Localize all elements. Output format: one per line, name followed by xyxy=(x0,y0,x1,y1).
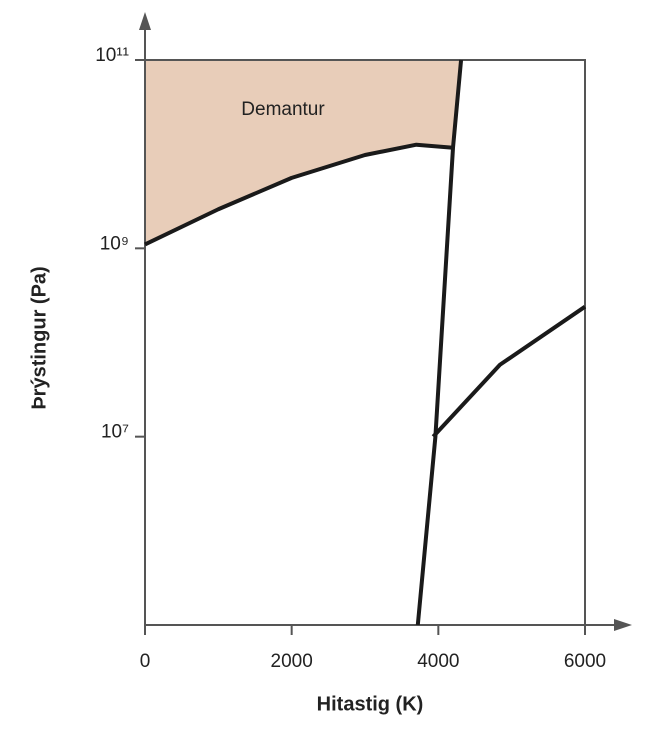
boundary-line xyxy=(144,142,454,247)
x-tick-label: 6000 xyxy=(564,651,606,672)
y-tick-label: 10⁹ xyxy=(100,233,129,254)
region xyxy=(145,60,462,245)
x-arrow xyxy=(614,619,632,631)
x-axis-label: Hitastig (K) xyxy=(317,693,424,715)
annotation: Demantur xyxy=(241,99,325,120)
x-tick-label: 4000 xyxy=(417,651,459,672)
y-axis-label: Þrýstingur (Pa) xyxy=(28,266,50,409)
x-tick-label: 0 xyxy=(140,651,151,672)
y-tick-label: 10¹¹ xyxy=(95,45,129,66)
y-tick-label: 10⁷ xyxy=(101,422,129,443)
x-tick-label: 2000 xyxy=(271,651,313,672)
boundary-line xyxy=(431,305,587,439)
y-arrow xyxy=(139,12,151,30)
boundary-line xyxy=(415,59,464,626)
